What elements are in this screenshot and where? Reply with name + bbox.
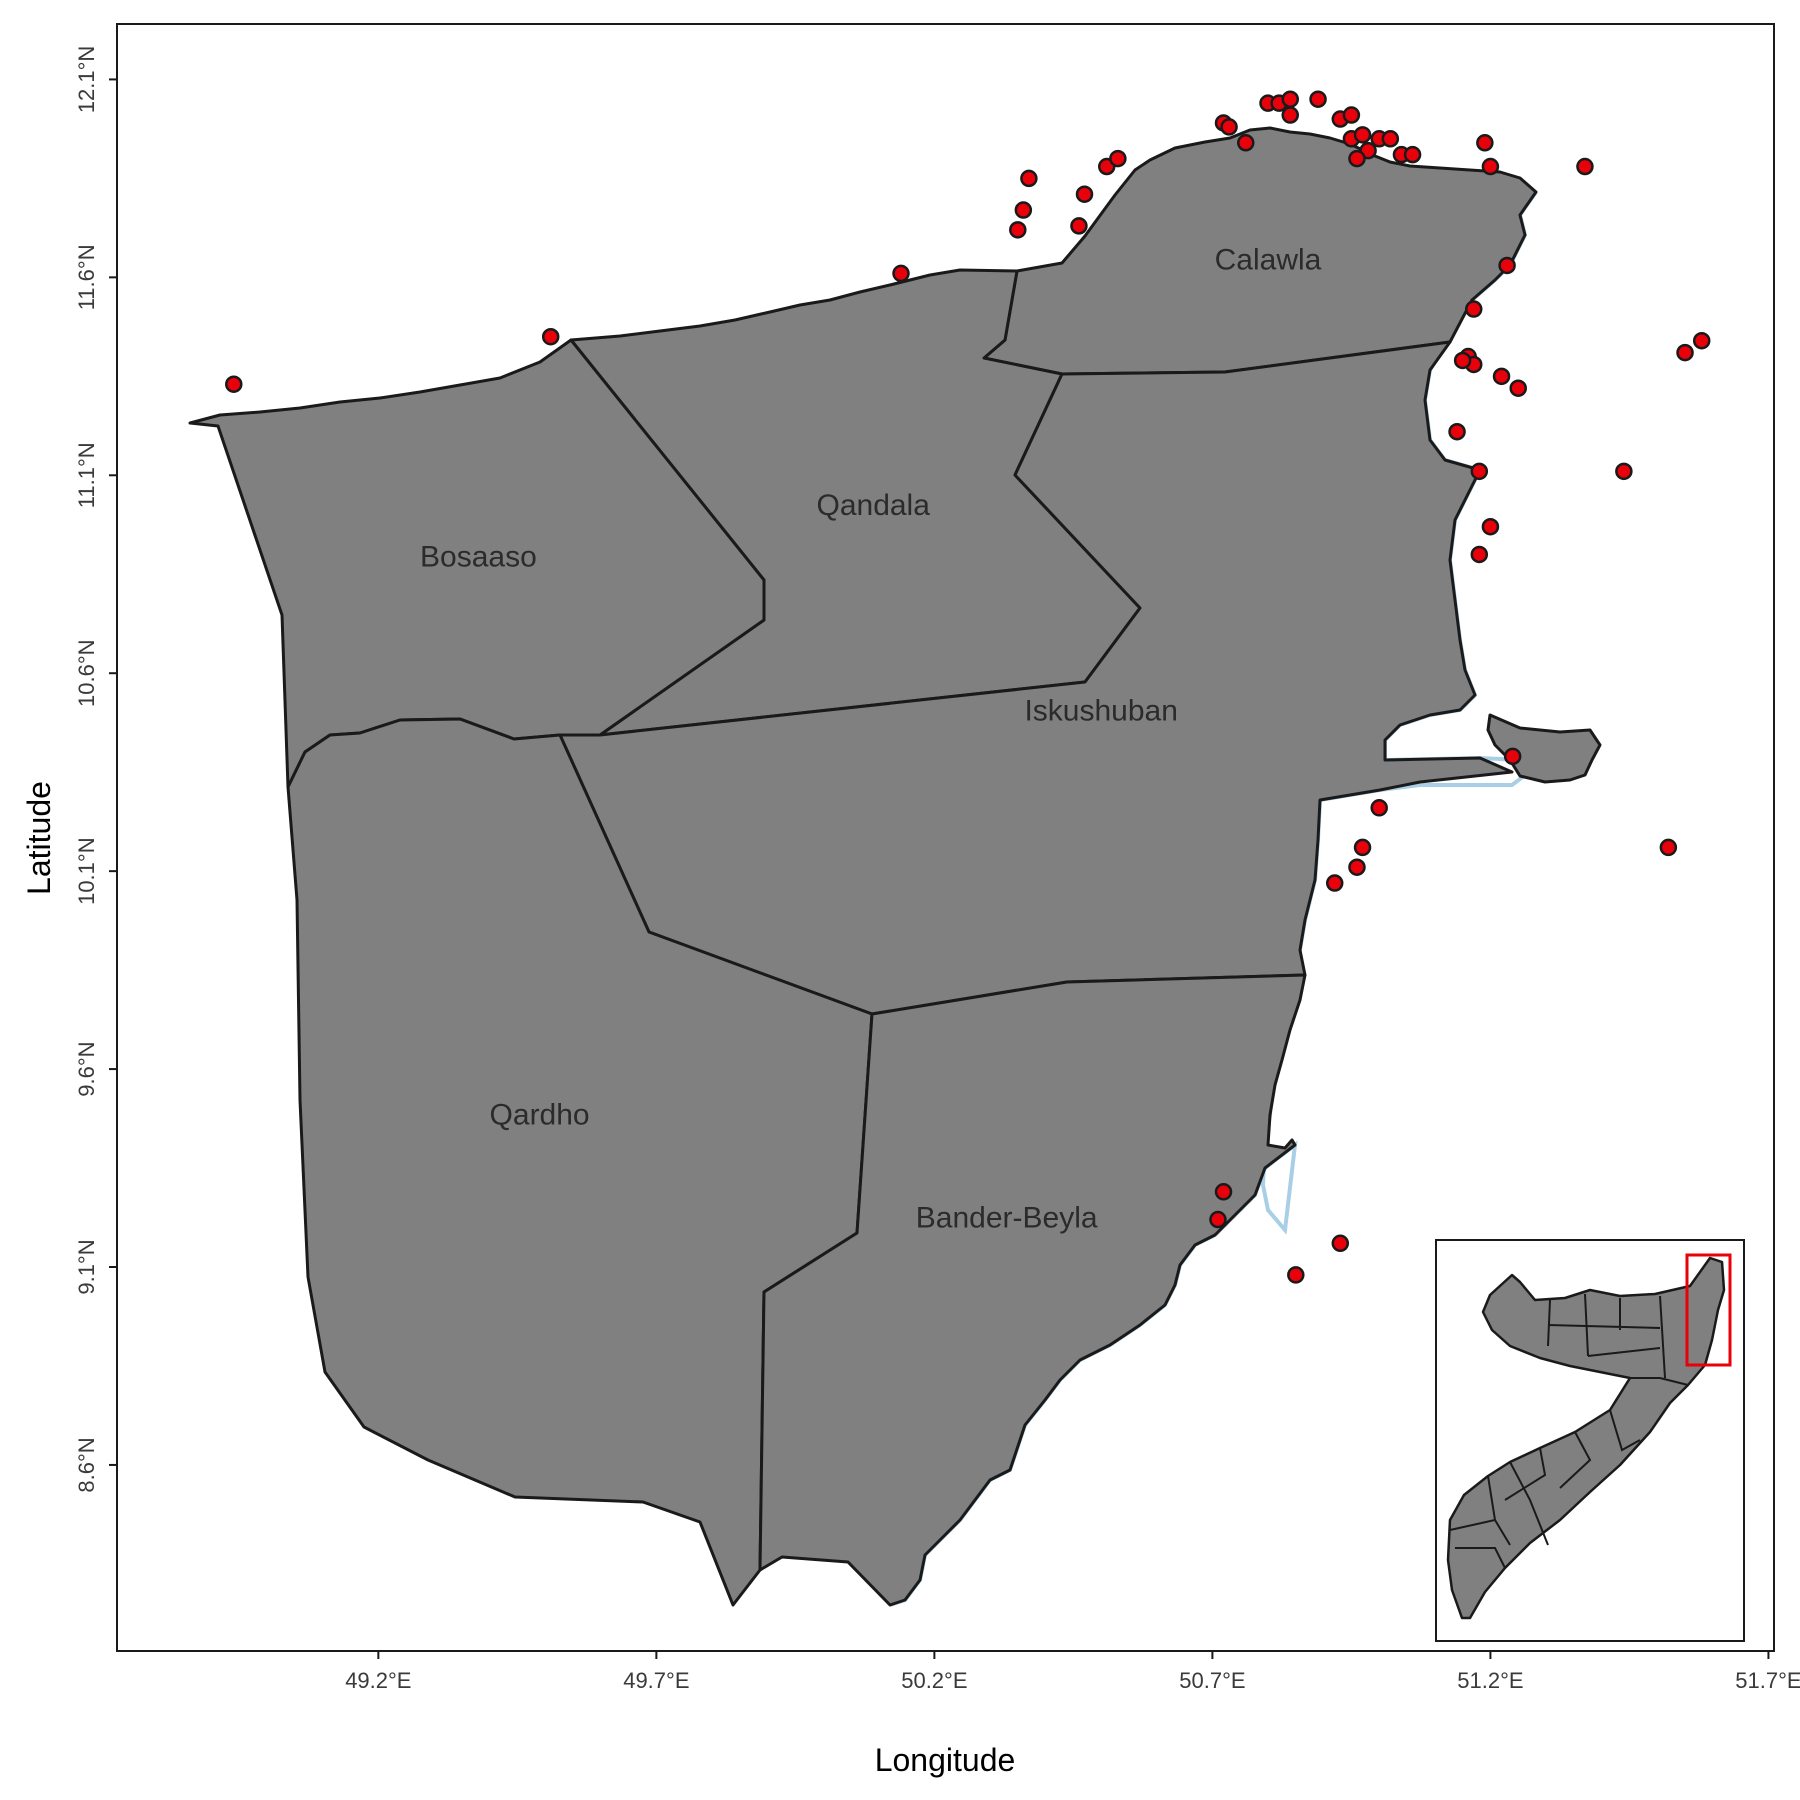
observation-point [1353, 126, 1372, 144]
observation-point [1576, 157, 1594, 176]
observation-point [1615, 462, 1633, 481]
observation-point [1325, 874, 1344, 892]
observation-point [1237, 134, 1255, 152]
observation-point [1070, 217, 1088, 235]
observation-point [1448, 422, 1466, 441]
region-label-iskushuban: Iskushuban [1024, 695, 1177, 728]
y-axis-title: Latitude [21, 781, 57, 895]
observation-point [1348, 149, 1366, 168]
region-labels: Bosaaso Qandala Calawla Iskushuban Qardho Ban… [420, 243, 1322, 1234]
y-tick-label: 9.6°N [74, 1041, 99, 1096]
observation-point [1470, 462, 1489, 481]
observation-point [1014, 201, 1033, 219]
y-tick-label: 10.1°N [74, 837, 99, 905]
observation-point [541, 327, 560, 346]
plot-panel-frame [116, 23, 1775, 1652]
x-tick-label: 51.2°E [1457, 1668, 1523, 1693]
x-tick-label: 50.2°E [901, 1668, 967, 1693]
y-tick-label: 12.1°N [74, 46, 99, 114]
inset-study-area-box [1685, 1253, 1732, 1367]
x-tick-label: 49.2°E [345, 1668, 411, 1693]
observation-point [1020, 169, 1038, 188]
x-tick-label: 50.7°E [1179, 1668, 1245, 1693]
x-axis-title: Longitude [875, 1742, 1016, 1778]
x-tick-label: 51.7°E [1735, 1668, 1800, 1693]
region-bander-beyla [758, 973, 1307, 1607]
observation-point [1209, 1210, 1227, 1229]
observation-point [1381, 130, 1400, 148]
y-tick-label: 11.6°N [74, 244, 99, 310]
observation-point [1492, 367, 1511, 386]
region-label-bosaaso: Bosaaso [420, 540, 537, 573]
observation-point [1464, 300, 1483, 318]
observation-point [1470, 545, 1489, 564]
observation-point [1353, 838, 1372, 857]
observation-point [1287, 1266, 1305, 1284]
observation-point [1503, 747, 1522, 766]
inset-map [1435, 1239, 1745, 1642]
region-label-qardho: Qardho [490, 1099, 590, 1132]
observation-point [1692, 331, 1711, 350]
observation-point [1509, 379, 1527, 397]
observation-point [1370, 799, 1388, 817]
observation-point [1659, 838, 1678, 857]
y-tick-label: 8.6°N [74, 1437, 99, 1492]
observation-point [1309, 90, 1327, 108]
observation-point [892, 264, 910, 283]
y-tick-label: 11.1°N [74, 442, 99, 508]
observation-point [1109, 149, 1127, 168]
x-axis: 49.2°E 49.7°E 50.2°E 50.7°E 51.2°E 51.7°E [345, 1651, 1800, 1693]
observation-point [1342, 106, 1361, 124]
y-axis: 8.6°N 9.1°N 9.6°N 10.1°N 10.6°N 11.1°N 12.1°N 1… [74, 46, 117, 1493]
observation-point [1498, 256, 1516, 275]
observation-point [1348, 858, 1366, 876]
observation-point [1676, 343, 1694, 362]
observation-point [1476, 134, 1494, 152]
y-tick-label: 10.6°N [74, 639, 99, 707]
x-tick-label: 49.7°E [623, 1668, 689, 1693]
inset-admin-boundaries [1449, 1293, 1689, 1569]
observation-point [1481, 157, 1500, 176]
observation-point [1331, 1234, 1350, 1253]
observation-point [1009, 221, 1027, 239]
observation-points [225, 90, 1711, 1284]
inset-frame [1435, 1239, 1745, 1642]
observation-point [1403, 145, 1422, 164]
land-regions [188, 126, 1602, 1607]
region-label-qandala: Qandala [816, 489, 930, 522]
observation-point [1453, 351, 1472, 370]
observation-point [1214, 1183, 1233, 1201]
observation-point [1281, 106, 1299, 124]
region-label-calawla: Calawla [1215, 243, 1322, 276]
region-label-bander-beyla: Bander-Beyla [916, 1201, 1098, 1234]
observation-point [1481, 517, 1500, 536]
observation-point [225, 375, 243, 393]
observation-point [1281, 90, 1299, 108]
region-calawla [982, 126, 1538, 376]
region-iskushuban-peninsula [1486, 713, 1602, 784]
observation-point [1220, 118, 1238, 136]
observation-point [1075, 185, 1094, 203]
y-tick-label: 9.1°N [74, 1239, 99, 1294]
